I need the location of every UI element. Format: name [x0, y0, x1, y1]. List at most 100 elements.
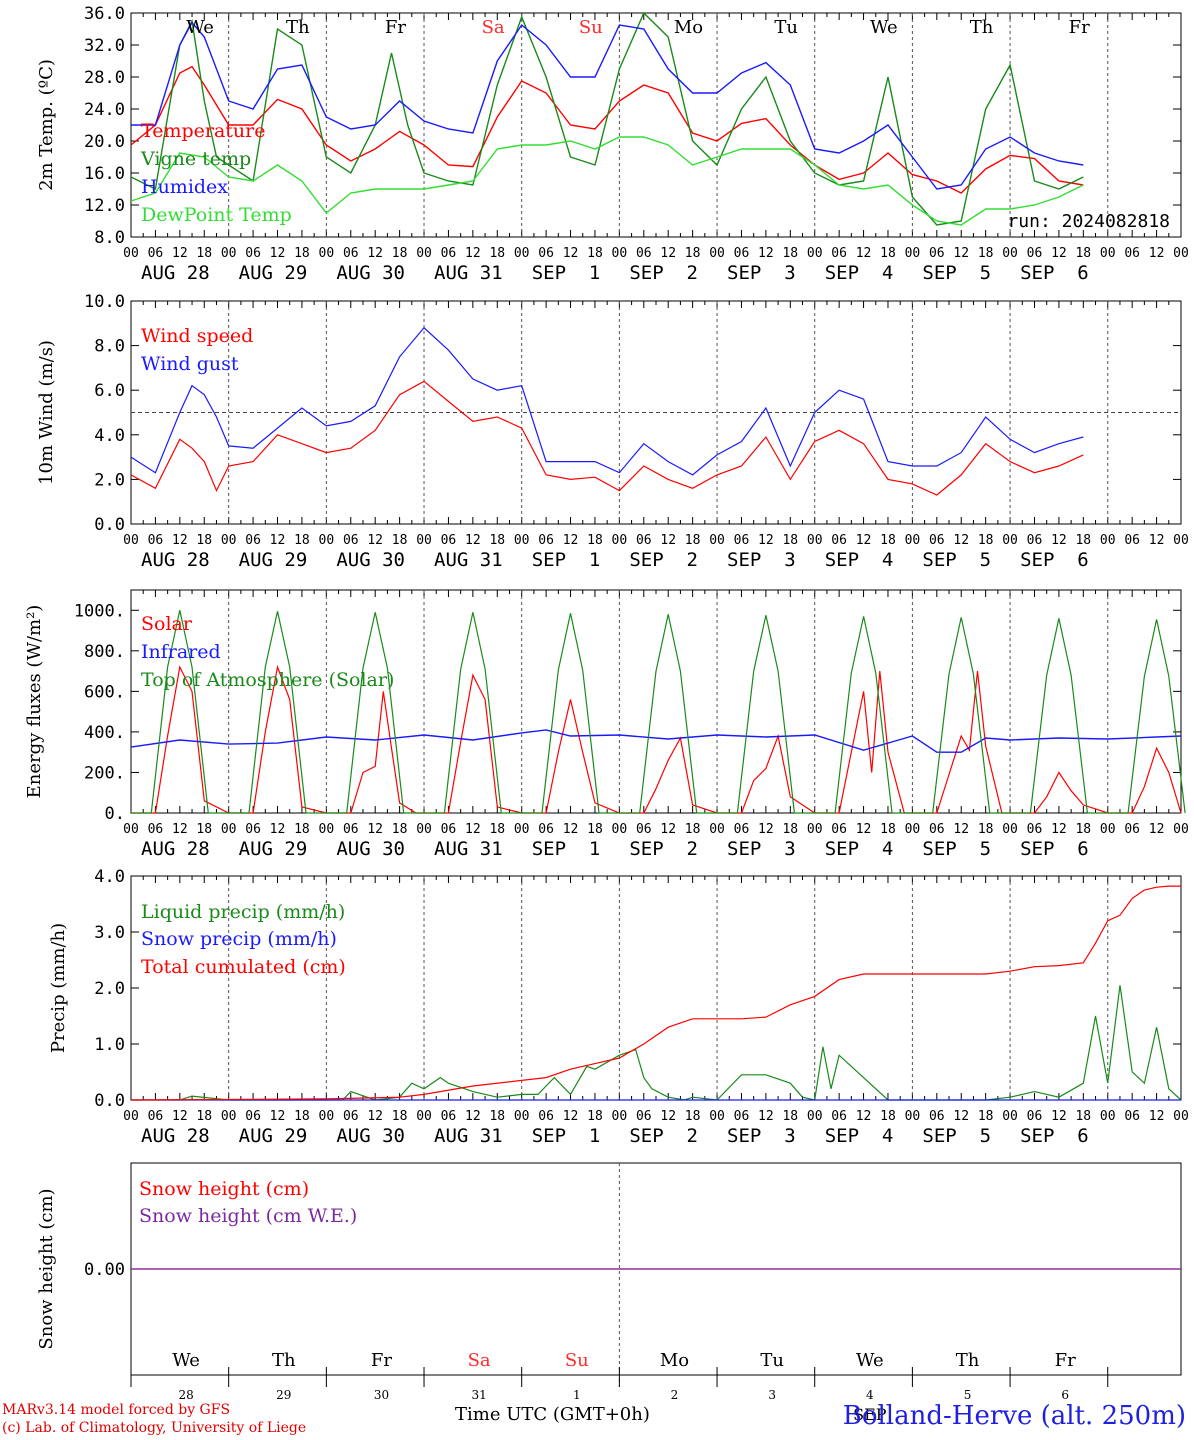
hour-tick-label: 00 — [1002, 246, 1018, 261]
date-label: SEP 6 — [1020, 1125, 1089, 1147]
legend-entry: DewPoint Temp — [141, 204, 292, 226]
date-label: SEP 1 — [532, 262, 601, 284]
hour-tick-label: 18 — [685, 1109, 701, 1124]
legend-entry: Solar — [141, 613, 193, 635]
date-label: SEP 2 — [629, 838, 698, 860]
hour-tick-label: 12 — [563, 246, 579, 261]
series-line-humidex — [131, 21, 1084, 190]
date-label: AUG 28 — [141, 549, 210, 571]
y-axis-label: Energy fluxes (W/m²) — [24, 605, 45, 799]
weekday-label: Fr — [1069, 17, 1090, 38]
snow-panel: We Th Fr Sa Su Mo Tu We Th Fr 28 29 30 31 1 2 3 4 5 6 SEP 0.0… — [36, 1162, 1182, 1424]
hour-tick-label: 00 — [1002, 533, 1018, 548]
hour-tick-label: 06 — [245, 822, 261, 837]
hour-tick-label: 12 — [856, 822, 872, 837]
weekday-label: Fr — [385, 17, 406, 38]
precip-panel: 00 06 12 18 00 06 12 18 00 06 12 18 00 06 12 18 00 06 12 18… — [48, 867, 1189, 1147]
legend-entry: Snow precip (mm/h) — [141, 928, 337, 950]
date-label: AUG 29 — [239, 549, 308, 571]
hour-tick-label: 18 — [489, 1109, 505, 1124]
day-number-label: 6 — [1061, 1388, 1069, 1402]
date-label: AUG 28 — [141, 262, 210, 284]
hour-tick-label: 00 — [123, 533, 139, 548]
hour-tick-label: 12 — [856, 533, 872, 548]
hour-tick-label: 00 — [1100, 822, 1116, 837]
date-label: AUG 28 — [141, 838, 210, 860]
hour-tick-label: 06 — [1124, 246, 1140, 261]
hour-tick-label: 12 — [172, 1109, 188, 1124]
hour-tick-label: 12 — [172, 246, 188, 261]
hour-tick-label: 12 — [563, 1109, 579, 1124]
hour-tick-label: 00 — [416, 533, 432, 548]
hour-tick-label: 12 — [563, 822, 579, 837]
hour-tick-label: 18 — [978, 822, 994, 837]
hour-tick-label: 06 — [831, 1109, 847, 1124]
hour-tick-label: 06 — [636, 1109, 652, 1124]
y-axis-label: Precip (mm/h) — [48, 923, 69, 1053]
hour-tick-label: 06 — [343, 822, 359, 837]
hour-tick-label: 06 — [831, 822, 847, 837]
weekday-label: Th — [956, 1350, 980, 1371]
series-line-wind-speed — [130, 380, 1084, 496]
date-label: SEP 1 — [532, 838, 601, 860]
series-line-wind-gust — [130, 326, 1084, 476]
hour-tick-label: 12 — [270, 822, 286, 837]
y-tick-label: 4.0 — [94, 867, 125, 887]
hour-tick-label: 18 — [782, 1109, 798, 1124]
y-axis-label: Snow height (cm) — [36, 1188, 57, 1349]
weekday-label: Sa — [482, 17, 505, 38]
hour-tick-label: 00 — [221, 533, 237, 548]
date-label: AUG 29 — [239, 838, 308, 860]
energy-frame — [130, 589, 1182, 814]
hour-tick-label: 18 — [392, 1109, 408, 1124]
weekday-label: Th — [970, 17, 994, 38]
hour-tick-label: 00 — [514, 533, 530, 548]
weekday-label: We — [172, 1350, 200, 1371]
hour-tick-label: 06 — [343, 1109, 359, 1124]
y-tick-label: 800. — [84, 642, 125, 662]
y-tick-label: 0.00 — [84, 1260, 125, 1280]
hour-tick-label: 18 — [880, 1109, 896, 1124]
hour-tick-label: 00 — [221, 822, 237, 837]
hour-tick-label: 18 — [196, 1109, 212, 1124]
hour-tick-label: 00 — [612, 246, 628, 261]
hour-tick-label: 18 — [294, 246, 310, 261]
date-label: SEP 3 — [727, 838, 796, 860]
hour-tick-label: 00 — [709, 533, 725, 548]
hour-tick-label: 18 — [1075, 533, 1091, 548]
hour-tick-label: 12 — [758, 822, 774, 837]
hour-tick-label: 12 — [270, 533, 286, 548]
hour-tick-label: 12 — [953, 246, 969, 261]
y-tick-label: 8.0 — [94, 337, 125, 357]
hour-tick-label: 12 — [1051, 1109, 1067, 1124]
legend-entry: Snow height (cm) — [139, 1178, 309, 1200]
hour-tick-label: 06 — [734, 533, 750, 548]
hour-tick-label: 12 — [758, 246, 774, 261]
series-line-vigne-temp — [130, 11, 1084, 226]
date-label: AUG 31 — [434, 262, 503, 284]
date-label: AUG 30 — [336, 1125, 405, 1147]
energy-panel: 00 06 12 18 00 06 12 18 00 06 12 18 00 06 12 18 00 06 12 18… — [24, 589, 1189, 860]
hour-tick-label: 06 — [636, 533, 652, 548]
hour-tick-label: 00 — [709, 1109, 725, 1124]
hour-tick-label: 18 — [392, 822, 408, 837]
hour-tick-label: 00 — [319, 1109, 335, 1124]
hour-tick-label: 00 — [319, 822, 335, 837]
y-tick-label: 3.0 — [94, 923, 125, 943]
hour-tick-label: 12 — [172, 822, 188, 837]
date-label: SEP 3 — [727, 1125, 796, 1147]
date-label: SEP 6 — [1020, 262, 1089, 284]
y-tick-label: 6.0 — [94, 381, 125, 401]
hour-tick-label: 06 — [1027, 533, 1043, 548]
date-label: SEP 2 — [629, 262, 698, 284]
day-number-label: 31 — [471, 1388, 486, 1402]
y-tick-label: 0.0 — [94, 515, 125, 535]
hour-tick-label: 06 — [1027, 1109, 1043, 1124]
date-label: SEP 5 — [922, 838, 991, 860]
weekday-label: Tu — [760, 1350, 784, 1371]
hour-tick-label: 18 — [587, 822, 603, 837]
date-label: SEP 2 — [629, 549, 698, 571]
hour-tick-label: 18 — [1075, 822, 1091, 837]
hour-tick-label: 12 — [758, 1109, 774, 1124]
hour-tick-label: 06 — [441, 822, 457, 837]
